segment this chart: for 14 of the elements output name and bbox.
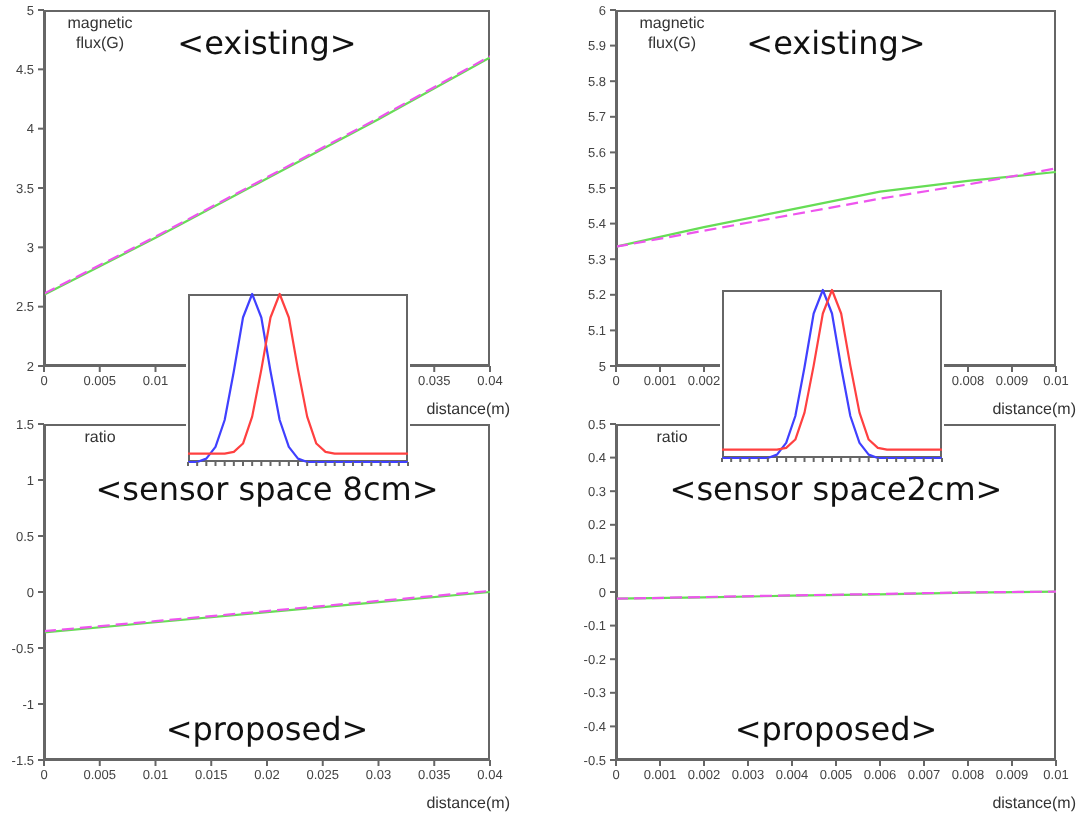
y-axis-title: ratio	[82, 428, 118, 448]
y-axis-title: ratio	[654, 428, 690, 448]
text: <proposed>	[732, 710, 940, 748]
y-axis-title: magnetic flux(G)	[65, 14, 135, 54]
annotation: <sensor space2cm>	[667, 470, 1005, 508]
x-axis-title: distance(m)	[426, 794, 510, 812]
x-axis-title: distance(m)	[426, 400, 510, 418]
y-axis-title: magnetic flux(G)	[637, 14, 707, 54]
x-axis-title: distance(m)	[992, 794, 1076, 812]
text: <existing>	[746, 24, 926, 62]
text: <proposed>	[163, 710, 371, 748]
annotation: <sensor space 8cm>	[93, 470, 441, 508]
x-axis-title: distance(m)	[992, 400, 1076, 418]
text: <existing>	[177, 24, 357, 62]
